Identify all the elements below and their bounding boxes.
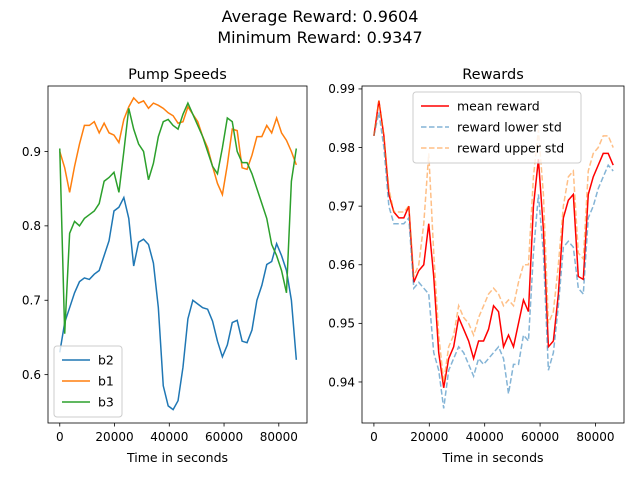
x-tick-label: 80000 (576, 430, 614, 444)
chart-1: Rewards 0 20000 40000 60000 80000 0.94 0.95 0.96… (328, 67, 625, 465)
suptitle-line-average: Average Reward: 0.9604 (221, 7, 419, 26)
series-line-b2 (59, 195, 298, 411)
plot-frame (47, 85, 308, 424)
y-tick-label: 0.6 (22, 368, 41, 382)
x-axis-label: Time in seconds (441, 450, 543, 465)
series-line-reward-upper-std (373, 100, 614, 383)
series-line-reward-lower-std (373, 112, 614, 409)
x-tick-label: 40000 (150, 430, 188, 444)
series-line-b1 (59, 96, 298, 198)
y-tick-label: 0.7 (22, 294, 41, 308)
x-tick-label: 40000 (466, 430, 504, 444)
x-tick-label: 80000 (260, 430, 298, 444)
suptitle-line-minimum: Minimum Reward: 0.9347 (217, 28, 423, 47)
legend-label-reward-lower-std: reward lower std (457, 120, 562, 135)
series-line-b3 (59, 101, 298, 334)
chart-title: Pump Speeds (128, 67, 227, 83)
y-tick-label: 0.94 (328, 375, 355, 389)
y-tick-label: 0.8 (22, 219, 41, 233)
y-tick-label: 0.97 (328, 199, 355, 213)
legend-label-b1: b1 (98, 374, 114, 389)
legend: mean reward reward lower std reward upper … (412, 91, 582, 164)
legend-box (412, 91, 582, 164)
x-axis-label: Time in seconds (126, 450, 228, 465)
chart-title: Rewards (462, 67, 524, 83)
x-tick-label: 0 (370, 430, 378, 444)
x-tick-label: 60000 (521, 430, 559, 444)
legend-label-reward-upper-std: reward upper std (457, 141, 564, 156)
x-tick-label: 60000 (205, 430, 243, 444)
plot-frame (361, 85, 625, 424)
x-tick-label: 20000 (95, 430, 133, 444)
chart-0: Pump Speeds 0 20000 40000 60000 80000 0.6 0.7 0.… (22, 67, 308, 465)
y-tick-label: 0.9 (22, 145, 41, 159)
y-tick-label: 0.95 (328, 317, 355, 331)
y-tick-label: 0.99 (328, 82, 355, 96)
legend-label-b3: b3 (98, 395, 114, 410)
x-tick-label: 20000 (410, 430, 448, 444)
legend-label-mean-reward: mean reward (457, 99, 540, 114)
y-tick-label: 0.96 (328, 258, 355, 272)
x-tick-label: 0 (56, 430, 64, 444)
legend: b2 b1 b3 (53, 345, 123, 418)
y-tick-label: 0.98 (328, 141, 355, 155)
legend-label-b2: b2 (98, 353, 114, 368)
